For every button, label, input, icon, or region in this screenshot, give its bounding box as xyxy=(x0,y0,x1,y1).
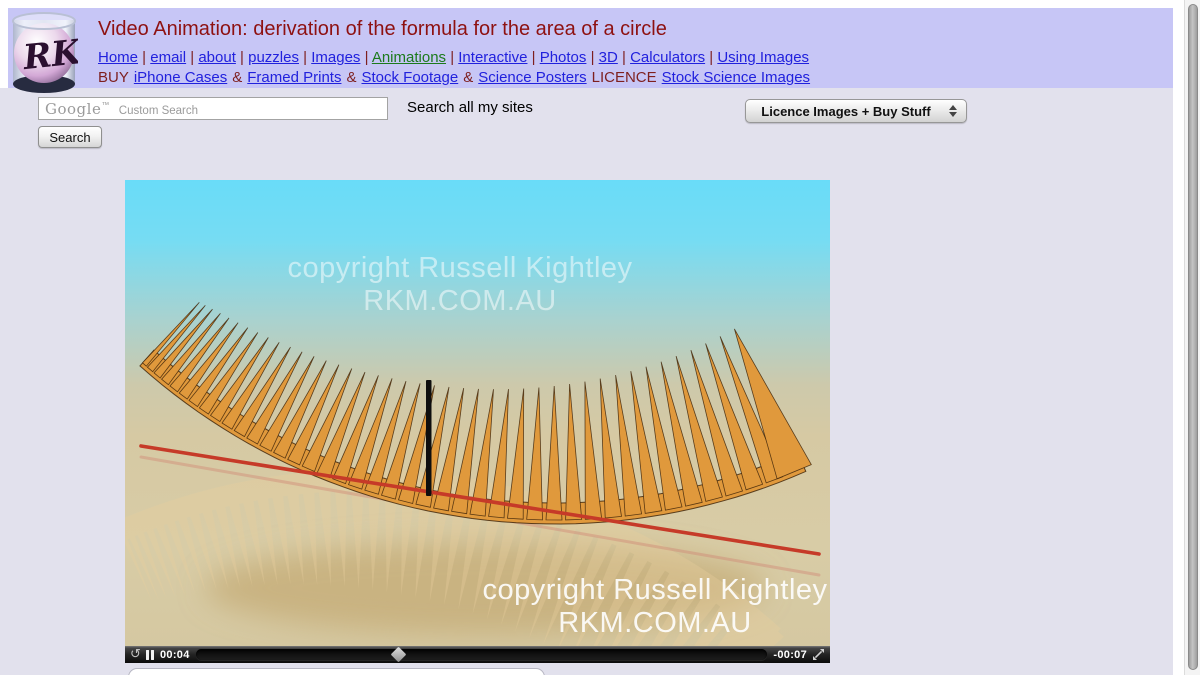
scrollbar[interactable] xyxy=(1184,0,1200,675)
watermark-line: copyright Russell Kightley xyxy=(482,574,828,606)
below-video-box[interactable] xyxy=(128,668,545,675)
nav-separator: | xyxy=(138,49,151,66)
nav-separator: | xyxy=(617,49,631,66)
nav-separator: | xyxy=(360,49,372,66)
nav-text--: & xyxy=(463,69,474,86)
watermark-bottom: copyright Russell Kightley RKM.COM.AU xyxy=(315,574,830,640)
logo-cylinder-rim xyxy=(12,12,76,30)
primary-nav: Home | email | about | puzzles | Images … xyxy=(98,49,809,66)
watermark-top: copyright Russell Kightley RKM.COM.AU xyxy=(125,252,795,318)
nav-animations[interactable]: Animations xyxy=(371,49,447,66)
search-button[interactable]: Search xyxy=(38,126,102,148)
logo-letters: RK xyxy=(20,32,78,78)
nav-photos[interactable]: Photos xyxy=(539,49,587,66)
animation-canvas xyxy=(125,302,821,646)
nav-text-licence: LICENCE xyxy=(591,69,657,86)
search-input[interactable] xyxy=(38,97,388,120)
logo-cylinder-bottom xyxy=(13,75,75,93)
secondary-nav: BUY iPhone Cases & Framed Prints & Stock Foot… xyxy=(98,69,815,86)
elapsed-time: 00:04 xyxy=(160,648,190,661)
nav-text-buy: BUY xyxy=(98,69,129,86)
dropdown-label: Licence Images + Buy Stuff xyxy=(761,103,931,119)
rkm-logo[interactable]: RK xyxy=(10,10,78,94)
nav-separator: | xyxy=(527,49,540,66)
nav-interactive[interactable]: Interactive xyxy=(458,49,528,66)
fan-reflection-group xyxy=(125,469,784,646)
watermark-line: RKM.COM.AU xyxy=(558,607,752,639)
nav-images[interactable]: Images xyxy=(311,49,361,66)
red-radius-line xyxy=(139,444,821,556)
nav-stock-science-images[interactable]: Stock Science Images xyxy=(661,69,811,86)
radius-pole xyxy=(426,380,432,496)
site-header: Video Animation: derivation of the formu… xyxy=(8,8,1173,88)
fullscreen-icon[interactable] xyxy=(812,648,825,661)
pause-icon[interactable] xyxy=(146,649,154,660)
nav-email[interactable]: email xyxy=(150,49,187,66)
nav-separator: | xyxy=(235,49,249,66)
nav-separator: | xyxy=(705,49,718,66)
licence-dropdown[interactable]: Licence Images + Buy Stuff xyxy=(745,99,967,123)
nav-calculators[interactable]: Calculators xyxy=(630,49,706,66)
google-custom-search: Google™ Custom Search xyxy=(38,97,388,120)
nav-using-images[interactable]: Using Images xyxy=(717,49,810,66)
ground-shadow xyxy=(205,542,765,634)
nav-stock-footage[interactable]: Stock Footage xyxy=(361,69,459,86)
nav-about[interactable]: about xyxy=(198,49,236,66)
dropdown-stepper-icon xyxy=(946,105,960,117)
progress-track[interactable] xyxy=(195,646,768,663)
scrubber-diamond-icon[interactable] xyxy=(390,646,406,663)
nav-separator: | xyxy=(186,49,199,66)
page-title: Video Animation: derivation of the formu… xyxy=(98,18,667,40)
nav-text--: & xyxy=(232,69,243,86)
watermark-line: copyright Russell Kightley xyxy=(287,252,633,284)
nav-science-posters[interactable]: Science Posters xyxy=(478,69,587,86)
video-animation-frame[interactable]: copyright Russell Kightley RKM.COM.AU co… xyxy=(125,180,830,646)
nav-separator: | xyxy=(586,49,599,66)
nav-separator: | xyxy=(446,49,459,66)
nav-home[interactable]: Home xyxy=(98,49,139,66)
search-caption: Search all my sites xyxy=(407,99,533,116)
video-player: copyright Russell Kightley RKM.COM.AU co… xyxy=(125,180,830,663)
logo-sphere xyxy=(14,23,74,83)
scrollbar-thumb[interactable] xyxy=(1188,4,1198,670)
nav-text--: & xyxy=(346,69,357,86)
remaining-time: -00:07 xyxy=(773,648,807,661)
fan-group xyxy=(139,302,812,525)
replay-icon[interactable]: ↺ xyxy=(130,647,141,662)
nav-puzzles[interactable]: puzzles xyxy=(248,49,299,66)
nav-separator: | xyxy=(298,49,312,66)
watermark-line: RKM.COM.AU xyxy=(363,285,557,317)
video-controls-bar: ↺ 00:04 -00:07 xyxy=(125,646,830,663)
nav-framed-prints[interactable]: Framed Prints xyxy=(247,69,342,86)
nav-3d[interactable]: 3D xyxy=(598,49,618,66)
nav-iphone-cases[interactable]: iPhone Cases xyxy=(133,69,228,86)
